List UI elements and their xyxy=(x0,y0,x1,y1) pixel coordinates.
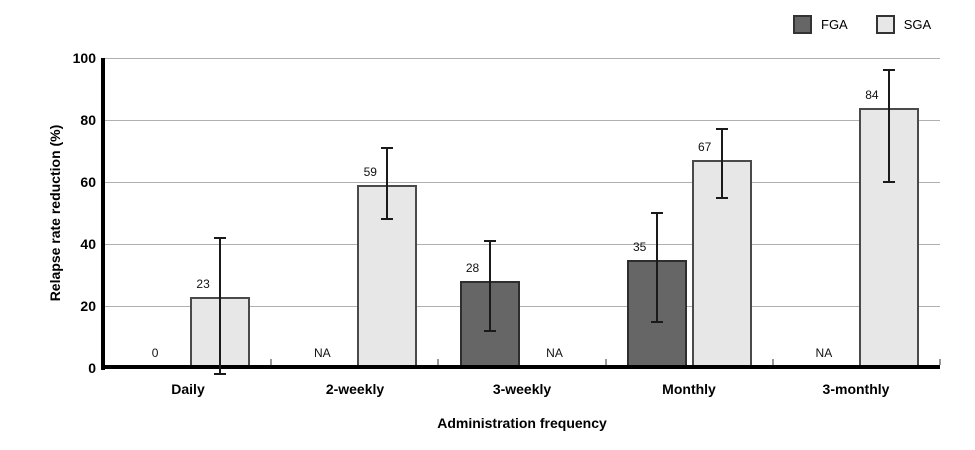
error-bar-cap xyxy=(483,240,496,242)
error-bar-cap xyxy=(214,373,227,375)
category-label: 3-weekly xyxy=(492,381,552,397)
legend: FGA SGA xyxy=(793,15,931,34)
bar-value-label: NA xyxy=(815,346,833,360)
error-bar xyxy=(219,238,222,374)
error-bar xyxy=(655,213,658,322)
error-bar-cap xyxy=(381,218,394,220)
legend-swatch-sga xyxy=(875,15,895,34)
legend-label-fga: FGA xyxy=(821,17,848,32)
error-bar-cap xyxy=(715,128,728,130)
category-label: 2-weekly xyxy=(325,381,385,397)
error-bar-cap xyxy=(214,237,227,239)
bar-value-label: 0 xyxy=(151,346,159,360)
error-bar-cap xyxy=(715,197,728,199)
bar-value-label: 59 xyxy=(363,165,377,179)
y-tick-label: 80 xyxy=(80,112,96,128)
bar-value-label: NA xyxy=(546,346,563,360)
bar-value-label: 28 xyxy=(465,261,480,275)
error-bar-cap xyxy=(381,147,394,149)
bar-value-label: 67 xyxy=(698,140,712,154)
category-tick xyxy=(605,359,607,365)
error-bar-cap xyxy=(650,212,663,214)
error-bar xyxy=(720,129,723,197)
y-tick-label: 0 xyxy=(88,360,96,376)
bar-value-label: 35 xyxy=(633,240,647,254)
y-axis-line xyxy=(101,58,105,370)
y-tick-label: 100 xyxy=(72,50,96,66)
y-tick-label: 60 xyxy=(80,174,96,190)
category-label: Monthly xyxy=(662,381,716,397)
bar-value-label: NA xyxy=(313,346,331,360)
gridline xyxy=(104,182,940,183)
bar-value-label: 23 xyxy=(196,277,210,291)
category-tick xyxy=(270,359,272,365)
error-bar-cap xyxy=(882,69,895,71)
bar-value-label: 84 xyxy=(865,88,879,102)
error-bar xyxy=(386,148,389,219)
y-tick-label: 40 xyxy=(80,236,96,252)
error-bar xyxy=(887,70,890,182)
legend-item-fga: FGA xyxy=(793,15,848,34)
legend-swatch-fga xyxy=(793,15,812,34)
category-label: Daily xyxy=(171,381,205,397)
x-axis-line xyxy=(101,365,940,369)
error-bar-cap xyxy=(650,321,663,323)
category-tick xyxy=(437,359,439,365)
error-bar-cap xyxy=(882,181,895,183)
gridline xyxy=(104,306,940,307)
legend-item-sga: SGA xyxy=(875,15,932,34)
category-tick xyxy=(772,359,774,365)
category-label: 3-monthly xyxy=(822,381,890,397)
legend-label-sga: SGA xyxy=(903,17,932,32)
gridline xyxy=(104,58,940,59)
gridline xyxy=(104,244,940,245)
error-bar-cap xyxy=(483,330,496,332)
category-tick xyxy=(939,359,941,365)
gridline xyxy=(104,120,940,121)
x-axis-title: Administration frequency xyxy=(437,415,607,431)
y-axis-title: Relapse rate reduction (%) xyxy=(47,124,63,302)
y-tick-label: 20 xyxy=(80,298,96,314)
error-bar xyxy=(488,241,491,331)
